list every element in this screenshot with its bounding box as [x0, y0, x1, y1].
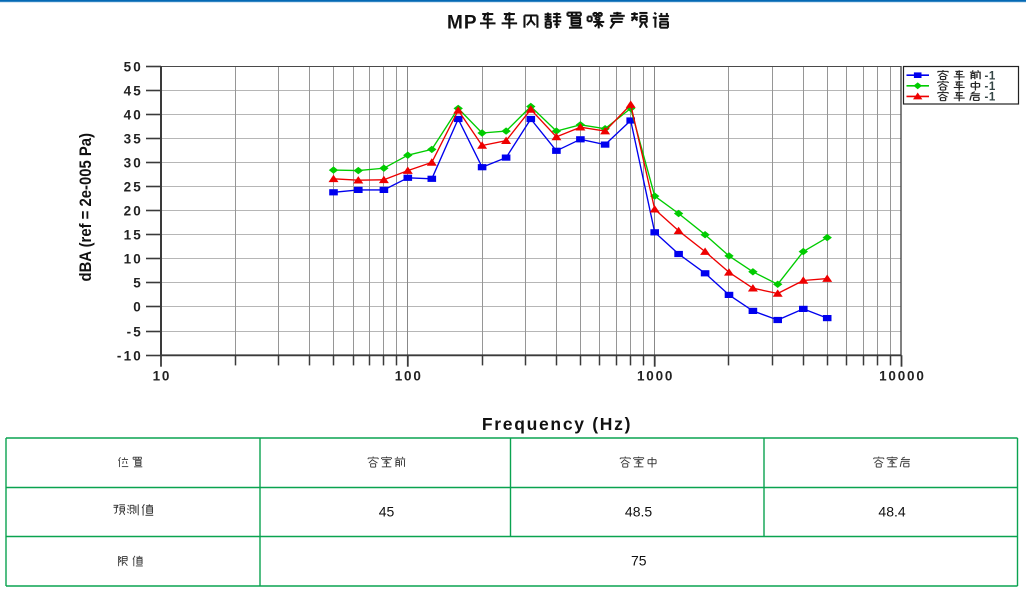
svg-text:100: 100	[395, 369, 423, 384]
svg-text:35: 35	[124, 131, 143, 146]
svg-text:-5: -5	[127, 324, 143, 339]
svg-text:45: 45	[379, 503, 395, 519]
svg-text:10: 10	[124, 251, 143, 266]
svg-text:5: 5	[133, 275, 143, 290]
svg-text:45: 45	[124, 83, 143, 98]
svg-text:-1: -1	[985, 92, 996, 104]
svg-text:75: 75	[631, 553, 647, 569]
svg-text:48.5: 48.5	[625, 503, 652, 519]
svg-text:10: 10	[153, 369, 172, 384]
svg-text:15: 15	[124, 227, 143, 242]
svg-text:20: 20	[124, 203, 143, 218]
svg-text:MP: MP	[447, 13, 478, 34]
svg-text:10000: 10000	[879, 369, 926, 384]
svg-text:dBA (ref = 2e-005 Pa): dBA (ref = 2e-005 Pa)	[76, 133, 95, 282]
svg-text:-1: -1	[985, 81, 996, 93]
svg-text:40: 40	[124, 107, 143, 122]
svg-text:Frequency (Hz): Frequency (Hz)	[482, 414, 632, 434]
svg-text:50: 50	[124, 59, 143, 74]
svg-text:30: 30	[124, 155, 143, 170]
svg-text:48.4: 48.4	[878, 503, 905, 519]
svg-text:-1: -1	[985, 70, 996, 82]
svg-text:25: 25	[124, 179, 143, 194]
svg-text:0: 0	[133, 299, 143, 314]
svg-text:1000: 1000	[637, 369, 674, 384]
svg-text:-10: -10	[117, 348, 143, 363]
